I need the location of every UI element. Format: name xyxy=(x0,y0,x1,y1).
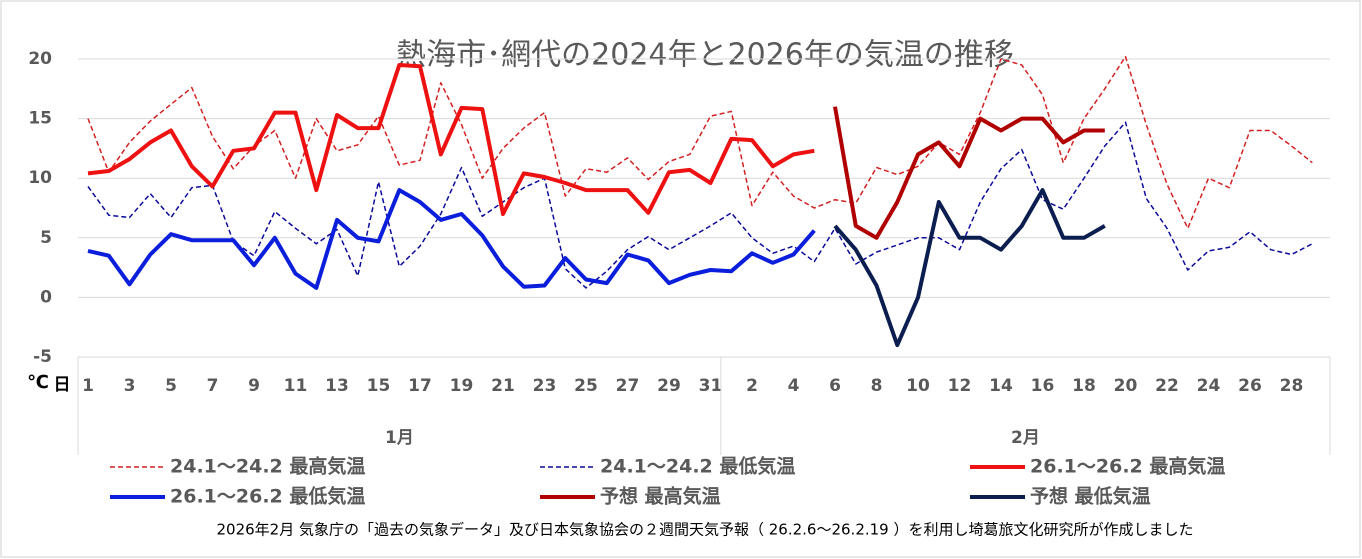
x-tick-label: 6 xyxy=(829,376,841,396)
x-tick-label: 16 xyxy=(1031,376,1055,396)
x-tick-label: 1 xyxy=(82,376,94,396)
y-tick-label: 20 xyxy=(28,49,52,69)
x-tick-label: 10 xyxy=(906,376,930,396)
x-tick-label: 20 xyxy=(1114,376,1138,396)
x-tick-label: 22 xyxy=(1155,376,1179,396)
series-line xyxy=(87,55,1313,230)
x-tick-label: 9 xyxy=(248,376,260,396)
x-unit: 日 xyxy=(54,375,71,395)
x-tick-label: 23 xyxy=(533,376,557,396)
legend-label: 24.1～24.2 最低気温 xyxy=(600,455,795,478)
x-tick-label: 18 xyxy=(1072,376,1096,396)
footnote: 2026年2月 気象庁の「過去の気象データ」及び日本気象協会の２週間天気予報（ … xyxy=(217,521,1194,539)
x-tick-label: 31 xyxy=(699,376,723,396)
x-tick-label: 27 xyxy=(616,376,640,396)
x-tick-label: 15 xyxy=(367,376,391,396)
x-tick-label: 28 xyxy=(1280,376,1304,396)
month-label: 2月 xyxy=(1011,428,1040,448)
y-tick-label: 0 xyxy=(40,287,52,307)
series-line xyxy=(87,188,816,290)
legend-label: 24.1～24.2 最高気温 xyxy=(170,455,365,478)
x-tick-label: 4 xyxy=(788,376,800,396)
x-tick-label: 17 xyxy=(408,376,432,396)
y-tick-label: 5 xyxy=(40,228,52,248)
chart-title: 熱海市･網代の2024年と2026年の気温の推移 xyxy=(396,38,1014,73)
x-tick-label: 26 xyxy=(1238,376,1262,396)
x-tick-label: 19 xyxy=(450,376,474,396)
series-line xyxy=(833,106,1105,240)
x-tick-label: 8 xyxy=(871,376,883,396)
legend-label: 予想 最高気温 xyxy=(600,485,721,508)
y-tick-label: -5 xyxy=(33,347,52,367)
x-tick-label: 7 xyxy=(207,376,219,396)
x-tick-label: 21 xyxy=(491,376,515,396)
series-line xyxy=(833,188,1106,348)
x-tick-label: 2 xyxy=(746,376,758,396)
x-tick-label: 11 xyxy=(284,376,308,396)
legend-label: 26.1～26.2 最高気温 xyxy=(1030,455,1225,478)
series-line xyxy=(87,121,1313,289)
y-tick-label: 10 xyxy=(28,168,52,188)
y-unit: ℃ xyxy=(27,372,49,393)
x-tick-label: 14 xyxy=(989,376,1013,396)
x-tick-label: 13 xyxy=(325,376,349,396)
y-tick-label: 15 xyxy=(28,109,52,129)
series-line xyxy=(87,63,815,216)
x-tick-label: 3 xyxy=(124,376,136,396)
legend-label: 予想 最低気温 xyxy=(1030,485,1151,508)
legend-label: 26.1～26.2 最低気温 xyxy=(170,485,365,508)
x-tick-label: 25 xyxy=(574,376,598,396)
x-tick-label: 24 xyxy=(1197,376,1221,396)
month-label: 1月 xyxy=(385,428,414,448)
x-tick-label: 12 xyxy=(948,376,972,396)
x-tick-label: 29 xyxy=(657,376,681,396)
x-tick-label: 5 xyxy=(165,376,177,396)
